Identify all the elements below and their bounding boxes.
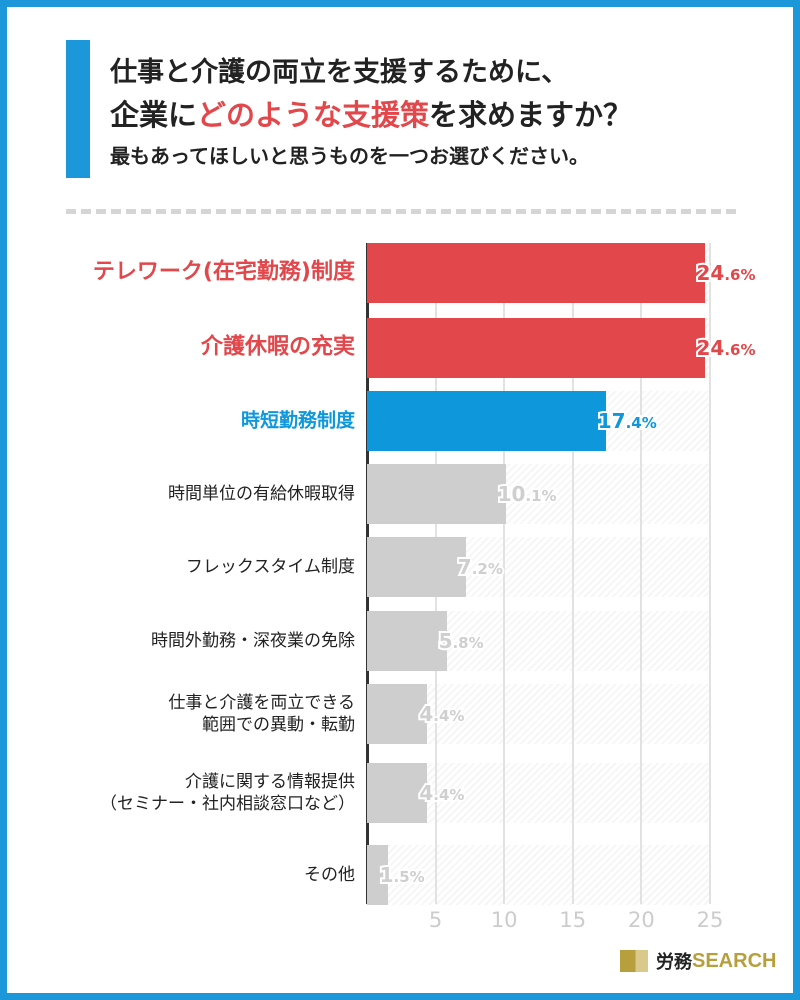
logo-text-en: SEARCH bbox=[692, 949, 777, 972]
category-label: 時間単位の有給休暇取得 bbox=[168, 483, 355, 504]
bar bbox=[367, 464, 506, 524]
title-line-1: 仕事と介護の両立を支援するために、 bbox=[110, 57, 569, 88]
gridline bbox=[709, 243, 711, 904]
divider bbox=[66, 209, 736, 214]
logo: 労務 SEARCH bbox=[620, 948, 776, 974]
logo-text: 労務 bbox=[656, 952, 692, 973]
bar bbox=[367, 684, 428, 744]
title-highlight: どのような支援策 bbox=[197, 98, 430, 132]
bar bbox=[367, 845, 388, 905]
value-label: 10.1% bbox=[496, 480, 559, 508]
title-accent-bar bbox=[66, 40, 90, 178]
value-label: 5.8% bbox=[437, 627, 486, 655]
book-icon bbox=[620, 950, 648, 972]
category-label: その他 bbox=[304, 864, 355, 885]
value-label: 4.4% bbox=[417, 779, 466, 807]
value-label: 24.6% bbox=[694, 259, 757, 287]
x-tick-label: 15 bbox=[559, 908, 587, 932]
bar bbox=[367, 243, 705, 303]
category-label: テレワーク(在宅勤務)制度 bbox=[92, 259, 355, 285]
bar bbox=[367, 611, 447, 671]
category-label: 介護に関する情報提供 （セミナー・社内相談窓口など） bbox=[100, 771, 355, 814]
subtitle: 最もあってほしいと思うものを一つお選びください。 bbox=[110, 144, 589, 168]
value-label: 1.5% bbox=[378, 861, 427, 889]
title-text: を求めますか？ bbox=[429, 98, 633, 132]
bar bbox=[367, 391, 606, 451]
bar bbox=[367, 763, 428, 823]
bar bbox=[367, 537, 466, 597]
row-background bbox=[367, 845, 710, 905]
x-tick-label: 25 bbox=[696, 908, 724, 932]
gridline bbox=[571, 243, 574, 904]
gridline bbox=[640, 243, 643, 904]
category-label: フレックスタイム制度 bbox=[185, 556, 355, 577]
category-label: 時短勤務制度 bbox=[240, 409, 355, 432]
x-tick-label: 20 bbox=[628, 908, 655, 932]
gridline bbox=[503, 243, 506, 904]
value-label: 7.2% bbox=[456, 553, 505, 581]
bar bbox=[367, 318, 705, 378]
title-line-2: 企業にどのような支援策を求めますか？ bbox=[110, 92, 632, 134]
x-tick-label: 5 bbox=[428, 908, 443, 932]
category-label: 介護休暇の充実 bbox=[200, 334, 355, 360]
title-text: 企業に bbox=[110, 98, 198, 132]
x-tick-label: 10 bbox=[490, 908, 518, 932]
value-label: 17.4% bbox=[596, 407, 659, 435]
category-label: 仕事と介護を両立できる 範囲での異動・転勤 bbox=[168, 692, 355, 735]
value-label: 24.6% bbox=[694, 334, 757, 362]
value-label: 4.4% bbox=[417, 700, 466, 728]
category-label: 時間外勤務・深夜業の免除 bbox=[151, 630, 355, 651]
